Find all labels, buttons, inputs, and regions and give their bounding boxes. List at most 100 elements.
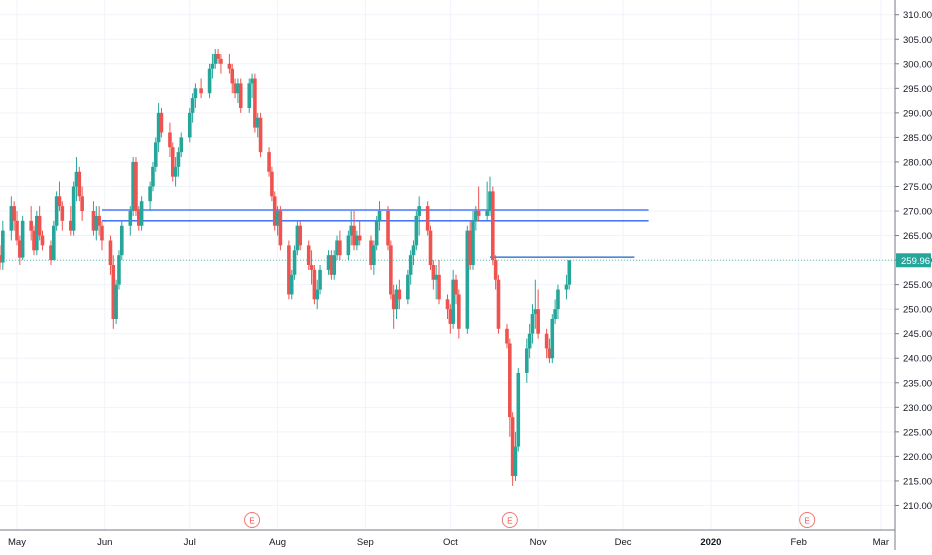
candle [445, 294, 450, 319]
candle-body [289, 274, 294, 295]
candle-body [437, 274, 441, 300]
candle-body [414, 215, 419, 246]
candle-body [533, 309, 538, 315]
candle [49, 240, 53, 265]
candle-body [49, 245, 53, 261]
candle-body [471, 220, 475, 265]
candle [374, 215, 379, 251]
price-tick-label: 225.00 [903, 427, 932, 438]
candle-body [374, 220, 379, 246]
candle-body [496, 279, 501, 329]
candle-body [253, 78, 257, 128]
candle [556, 284, 560, 319]
candle [227, 53, 232, 74]
candle-body [406, 274, 410, 300]
candle [564, 274, 569, 300]
candle-body [139, 201, 144, 226]
candle [255, 112, 260, 138]
candle [394, 284, 399, 319]
price-tick-label: 305.00 [903, 35, 932, 46]
candle [168, 122, 172, 158]
time-tick-label: Jun [97, 537, 112, 548]
candle-body [278, 211, 283, 246]
candle [219, 53, 223, 74]
candle [437, 260, 441, 305]
candle-body [275, 211, 280, 226]
candle-body [258, 117, 263, 153]
price-tick-label: 275.00 [903, 182, 932, 193]
candle-body [18, 240, 22, 258]
candle-body [556, 289, 560, 310]
candle-body [136, 211, 141, 226]
candle [516, 368, 521, 452]
candle [148, 181, 152, 212]
candle [457, 289, 461, 339]
candle-body [318, 269, 322, 290]
candle [465, 225, 470, 334]
candle-body [445, 299, 450, 310]
candle [52, 220, 56, 261]
time-tick-label: Dec [615, 537, 632, 548]
price-tick-label: 255.00 [903, 280, 932, 291]
candle-body [236, 83, 240, 94]
time-axis[interactable]: May Jun Jul Aug Sep Oct Nov Dec 2020 Feb Mar [8, 537, 889, 548]
candle-body [77, 171, 82, 197]
candle-body [32, 230, 36, 251]
candle [275, 206, 280, 236]
candle-body [94, 215, 99, 231]
candle [94, 206, 99, 241]
candle-body [37, 215, 42, 236]
candle [60, 201, 65, 231]
candle [476, 186, 481, 221]
candle [493, 255, 498, 290]
candle [357, 220, 362, 246]
price-tick-label: 295.00 [903, 84, 932, 95]
candle [315, 279, 320, 310]
candle [386, 206, 390, 251]
candle-body [309, 265, 314, 270]
candle-body [233, 83, 237, 94]
candle-body [346, 235, 351, 256]
candle-body [352, 225, 356, 246]
candle-body [312, 269, 317, 300]
candle-body [448, 309, 453, 324]
candle-body [190, 98, 195, 113]
price-tick-label: 280.00 [903, 157, 932, 168]
candle-body [247, 83, 252, 108]
price-tick-label: 265.00 [903, 231, 932, 242]
candle-body [510, 417, 515, 477]
candle [32, 225, 36, 256]
candle [425, 201, 430, 236]
candle [230, 63, 235, 94]
candle-body [210, 63, 215, 69]
candle-body [476, 211, 481, 216]
candle-body [168, 132, 172, 148]
candle-body [153, 142, 158, 167]
candle-body [151, 166, 155, 187]
candle-body [173, 166, 178, 177]
candle-body [114, 284, 118, 319]
candle-body [536, 309, 540, 334]
time-tick-label: Oct [443, 537, 458, 548]
candle [533, 279, 538, 329]
candle [71, 181, 76, 236]
candle [108, 235, 113, 275]
candle-body [454, 279, 458, 295]
candle [513, 431, 518, 481]
candle-body [417, 206, 421, 216]
candle [434, 265, 438, 300]
candle-body [465, 230, 470, 329]
candle-body [329, 255, 334, 275]
candle-body [457, 294, 461, 329]
candle [37, 206, 42, 241]
candle-body [108, 240, 113, 265]
candle [525, 338, 529, 383]
time-tick-label: Sep [357, 537, 374, 548]
candle [100, 220, 104, 251]
candle-body [488, 191, 492, 212]
candle [536, 289, 540, 339]
candle [213, 49, 218, 69]
candle-body [287, 245, 291, 295]
